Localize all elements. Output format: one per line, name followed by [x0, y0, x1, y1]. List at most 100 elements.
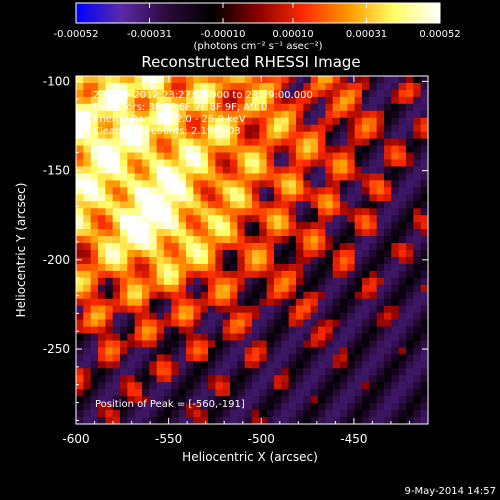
heatmap-cell [376, 124, 385, 132]
heatmap-cell [222, 277, 231, 286]
heatmap-cell [222, 291, 231, 300]
heatmap-cell [134, 103, 143, 112]
heatmap-cell [266, 159, 275, 167]
heatmap-cell [127, 236, 135, 244]
heatmap-cell [193, 201, 201, 209]
heatmap-cell [376, 208, 385, 216]
heatmap-cell [142, 243, 150, 251]
heatmap-cell [281, 333, 289, 341]
heatmap-cell [398, 145, 407, 153]
heatmap-cell [193, 89, 201, 98]
heatmap-cell [303, 194, 311, 202]
heatmap-cell [200, 187, 209, 195]
heatmap-cell [398, 375, 407, 383]
heatmap-cell [156, 256, 165, 265]
heatmap-cell [142, 277, 150, 286]
heatmap-cell [259, 333, 267, 341]
heatmap-cell [362, 76, 370, 84]
heatmap-cell [391, 124, 399, 132]
heatmap-cell [296, 326, 304, 334]
heatmap-cell [369, 96, 377, 105]
heatmap-cell [384, 319, 392, 327]
heatmap-cell [164, 284, 172, 293]
heatmap-cell [340, 82, 348, 91]
heatmap-cell [332, 243, 341, 251]
heatmap-cell [288, 284, 297, 293]
heatmap-cell [296, 263, 304, 272]
heatmap-cell [259, 187, 267, 195]
heatmap-cell [259, 76, 267, 84]
heatmap-cell [296, 368, 304, 376]
heatmap-cell [230, 96, 238, 105]
heatmap-cell [208, 76, 216, 84]
heatmap-cell [303, 76, 311, 84]
heatmap-cell [354, 117, 363, 126]
heatmap-cell [186, 389, 194, 397]
heatmap-cell [193, 250, 201, 258]
heatmap-cell [222, 236, 231, 244]
heatmap-cell [274, 138, 282, 146]
heatmap-cell [134, 270, 143, 279]
heatmap-cell [90, 340, 99, 348]
heatmap-cell [281, 361, 289, 369]
heatmap-cell [318, 187, 326, 195]
heatmap-cell [237, 340, 245, 348]
heatmap-cell [325, 117, 333, 126]
heatmap-cell [98, 326, 106, 334]
heatmap-cell [171, 333, 179, 341]
heatmap-cell [98, 250, 106, 258]
heatmap-cell [318, 375, 326, 383]
heatmap-cell [164, 368, 172, 376]
heatmap-cell [127, 96, 135, 105]
heatmap-cell [215, 277, 223, 286]
heatmap-cell [186, 410, 194, 418]
heatmap-cell [347, 110, 355, 119]
heatmap-cell [90, 243, 99, 251]
heatmap-cell [296, 347, 304, 355]
heatmap-cell [376, 117, 385, 126]
heatmap-cell [384, 145, 392, 153]
heatmap-cell [186, 305, 194, 313]
heatmap-cell [244, 89, 253, 98]
heatmap-cell [288, 291, 297, 300]
heatmap-cell [208, 194, 216, 202]
heatmap-cell [406, 138, 414, 146]
heatmap-cell [215, 361, 223, 369]
heatmap-cell [127, 173, 135, 181]
heatmap-cell [105, 326, 113, 334]
heatmap-cell [384, 96, 392, 105]
heatmap-cell [413, 89, 421, 98]
heatmap-cell [296, 319, 304, 327]
heatmap-cell [178, 263, 187, 272]
heatmap-cell [310, 222, 319, 230]
heatmap-cell [237, 236, 245, 244]
heatmap-cell [310, 103, 319, 112]
heatmap-cell [230, 375, 238, 383]
heatmap-cell [325, 347, 333, 355]
heatmap-cell [413, 361, 421, 369]
heatmap-cell [274, 194, 282, 202]
heatmap-cell [318, 354, 326, 362]
heatmap-cell [222, 180, 231, 188]
heatmap-cell [76, 215, 84, 223]
heatmap-cell [208, 89, 216, 98]
heatmap-cell [193, 361, 201, 369]
heatmap-cell [244, 76, 253, 84]
heatmap-cell [186, 152, 194, 160]
heatmap-cell [237, 229, 245, 237]
heatmap-cell [83, 368, 91, 376]
heatmap-cell [120, 96, 128, 105]
heatmap-cell [98, 312, 106, 320]
heatmap-cell [237, 417, 245, 425]
heatmap-cell [376, 89, 385, 98]
heatmap-cell [288, 215, 297, 223]
heatmap-cell [244, 166, 253, 174]
heatmap-cell [164, 256, 172, 265]
heatmap-cell [398, 124, 407, 132]
heatmap-cell [413, 82, 421, 91]
heatmap-cell [288, 229, 297, 237]
heatmap-cell [413, 368, 421, 376]
heatmap-cell [134, 410, 143, 418]
heatmap-cell [215, 243, 223, 251]
heatmap-cell [178, 124, 187, 132]
